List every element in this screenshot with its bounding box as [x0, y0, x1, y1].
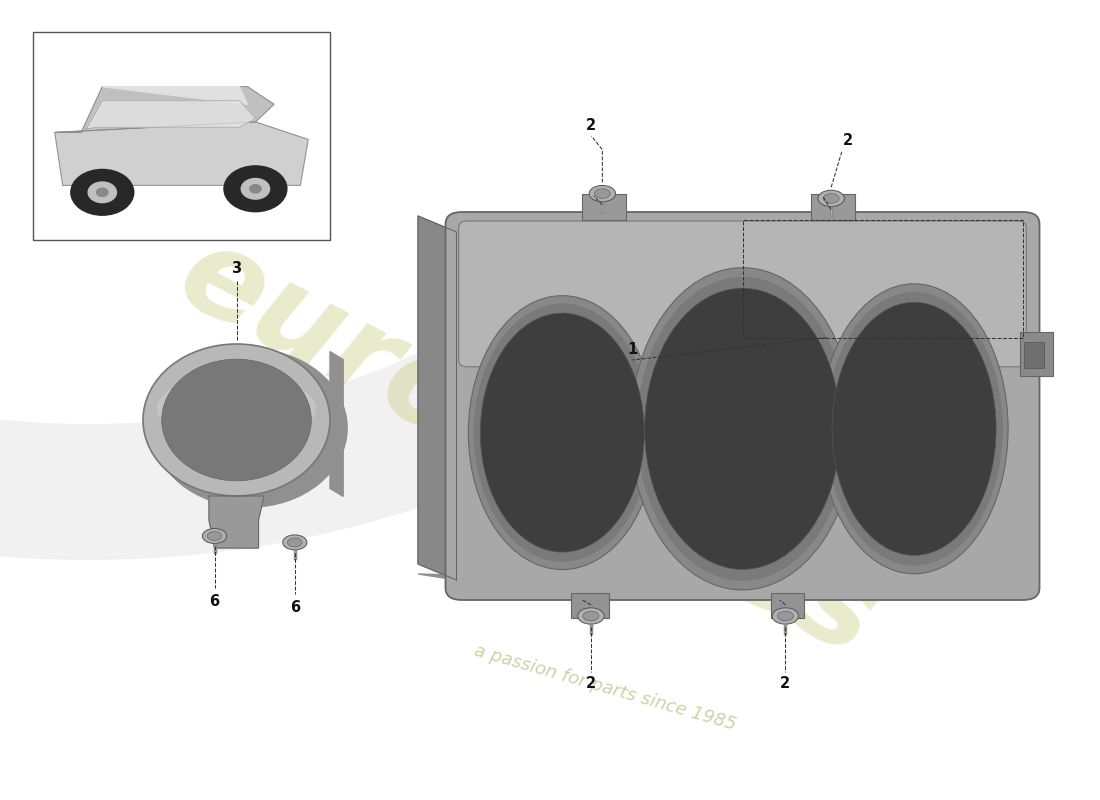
Bar: [1020, 331, 1053, 376]
Bar: [33, 32, 330, 240]
Text: 2: 2: [843, 134, 852, 148]
Ellipse shape: [578, 608, 604, 624]
Circle shape: [70, 170, 134, 215]
Text: 3: 3: [231, 261, 242, 275]
Ellipse shape: [143, 344, 330, 496]
Text: 2: 2: [586, 677, 596, 691]
Ellipse shape: [162, 359, 311, 481]
FancyBboxPatch shape: [446, 212, 1040, 600]
Circle shape: [97, 188, 108, 197]
Ellipse shape: [283, 535, 307, 550]
Bar: [571, 593, 609, 618]
Circle shape: [250, 185, 261, 193]
Ellipse shape: [157, 374, 316, 443]
Ellipse shape: [772, 608, 799, 624]
Bar: [1024, 342, 1044, 368]
Polygon shape: [55, 122, 308, 186]
Polygon shape: [0, 53, 648, 560]
Text: 2: 2: [586, 118, 596, 133]
Text: 2: 2: [780, 677, 791, 691]
Ellipse shape: [823, 194, 839, 203]
Ellipse shape: [645, 288, 840, 570]
Ellipse shape: [469, 296, 657, 570]
Text: a passion for parts since 1985: a passion for parts since 1985: [472, 642, 738, 734]
Ellipse shape: [152, 348, 348, 508]
Ellipse shape: [474, 303, 651, 562]
Bar: [771, 593, 804, 618]
Ellipse shape: [481, 313, 645, 552]
Polygon shape: [418, 216, 456, 580]
Polygon shape: [87, 101, 255, 129]
Ellipse shape: [637, 277, 848, 581]
Text: 6: 6: [209, 594, 220, 609]
Text: 6: 6: [289, 601, 300, 615]
Polygon shape: [55, 86, 274, 133]
Polygon shape: [418, 574, 1028, 590]
Polygon shape: [209, 496, 264, 548]
Bar: [582, 194, 626, 220]
Ellipse shape: [287, 538, 303, 547]
Circle shape: [88, 182, 117, 202]
FancyBboxPatch shape: [459, 221, 1026, 366]
Bar: [811, 194, 855, 220]
Polygon shape: [330, 352, 343, 496]
Ellipse shape: [832, 302, 997, 555]
Circle shape: [241, 178, 270, 199]
Ellipse shape: [778, 611, 793, 621]
Circle shape: [224, 166, 287, 212]
Ellipse shape: [818, 190, 845, 206]
Ellipse shape: [630, 268, 855, 590]
Text: eurospares: eurospares: [160, 215, 896, 681]
Polygon shape: [102, 86, 248, 104]
Ellipse shape: [825, 292, 1003, 566]
Ellipse shape: [583, 611, 598, 621]
Ellipse shape: [207, 532, 222, 541]
Text: 1: 1: [627, 342, 638, 357]
Ellipse shape: [202, 529, 227, 543]
Ellipse shape: [590, 186, 616, 202]
Ellipse shape: [594, 189, 610, 198]
Ellipse shape: [821, 284, 1008, 574]
